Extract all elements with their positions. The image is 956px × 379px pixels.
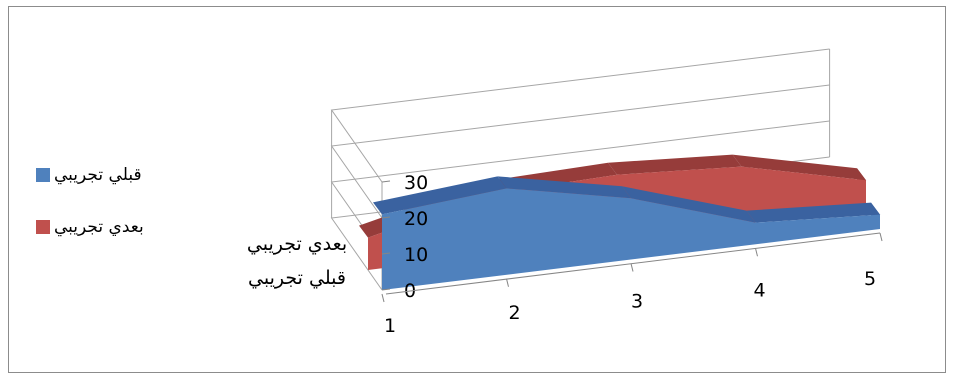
area-front-face — [382, 188, 880, 290]
x-tick-label: 4 — [753, 279, 765, 301]
legend-swatch-red — [36, 220, 50, 234]
x-tick-label: 1 — [384, 315, 396, 337]
series-axis-label: قبلي تجريبي — [248, 267, 346, 289]
x-tick-mark — [381, 293, 385, 303]
area-top-segment — [497, 176, 631, 199]
area-top-segment — [746, 202, 880, 223]
area-top-segment — [373, 176, 507, 215]
series-layer — [359, 154, 880, 290]
y-tick-mark — [381, 252, 391, 255]
y-tick-label: 20 — [404, 208, 428, 230]
legend: قبلي تجريبي بعدي تجريبي — [36, 160, 144, 264]
legend-swatch-blue — [36, 168, 50, 182]
x-tick-mark — [630, 263, 634, 272]
x-tick-mark — [879, 232, 883, 242]
legend-item-series-2: بعدي تجريبي — [36, 212, 144, 242]
y-tick-mark — [381, 216, 391, 219]
x-tick-label: 3 — [631, 291, 643, 313]
legend-item-series-1: قبلي تجريبي — [36, 160, 144, 190]
x-axis-line — [385, 232, 881, 295]
area-top-segment — [732, 154, 866, 181]
y-tick-label: 10 — [404, 244, 428, 266]
x-tick-label: 2 — [508, 302, 520, 324]
series-axis-label: بعدي تجريبي — [247, 233, 347, 255]
legend-label: قبلي تجريبي — [54, 165, 142, 185]
x-tick-label: 5 — [864, 268, 876, 290]
y-tick-mark — [381, 180, 391, 183]
area-top-segment — [608, 154, 742, 175]
x-tick-mark — [506, 278, 509, 287]
x-tick-mark — [755, 248, 758, 257]
legend-label: بعدي تجريبي — [54, 217, 144, 237]
y-tick-label: 30 — [404, 172, 428, 194]
y-tick-mark — [381, 288, 391, 291]
area-top-segment — [622, 186, 756, 223]
